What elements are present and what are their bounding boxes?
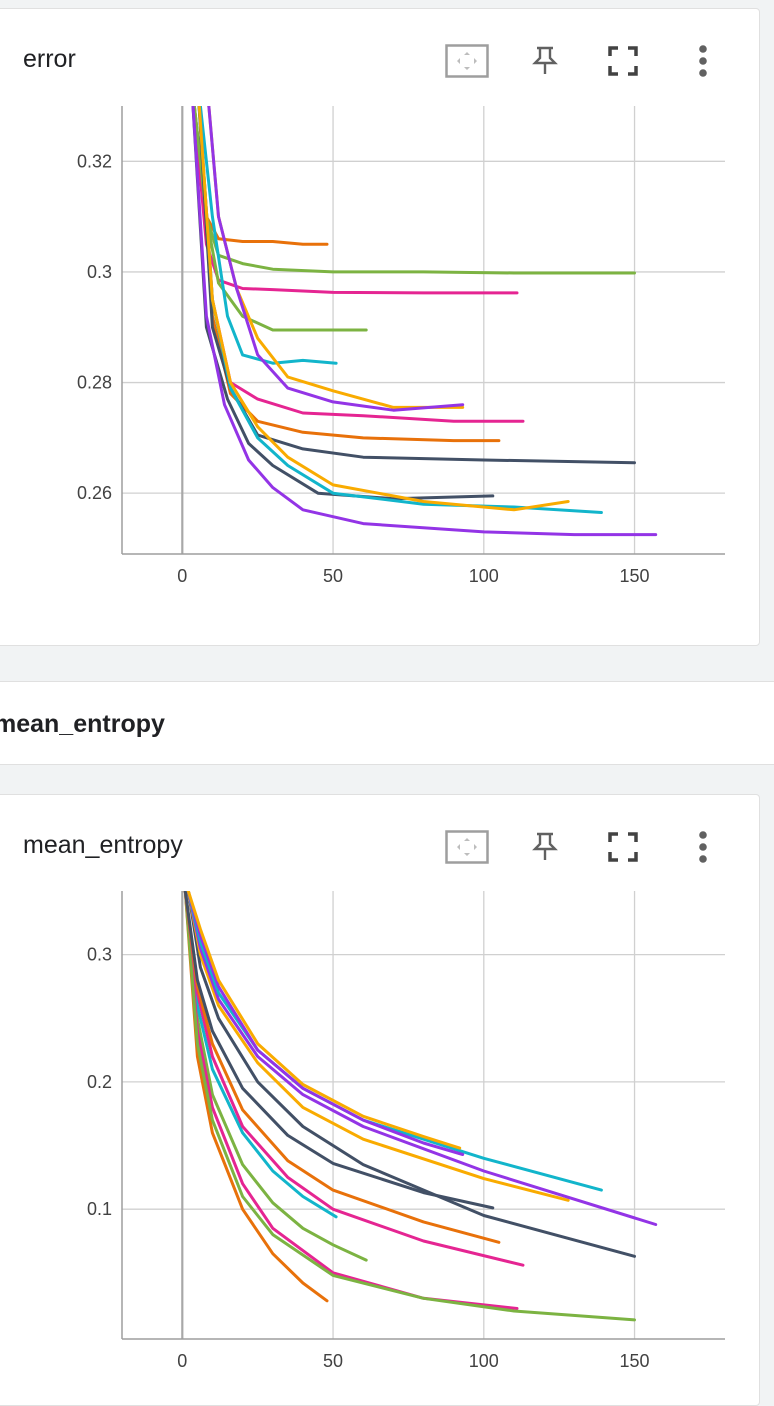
x-tick-label: 150 — [620, 566, 650, 586]
chart-toolbar — [445, 39, 745, 83]
series-line-4 — [183, 891, 636, 1322]
series-line-12 — [186, 891, 465, 1156]
series-line-2 — [192, 106, 519, 295]
y-tick-label: 0.1 — [87, 1199, 112, 1219]
series-line-0 — [183, 891, 329, 1303]
series-line-3 — [183, 891, 519, 1310]
chart-card-mean-entropy: mean_entropy 0.1 0.2 0.3 0 50 100 150 — [0, 794, 760, 1406]
series-line-11 — [197, 106, 603, 514]
series-line-8 — [197, 106, 501, 443]
fullscreen-icon — [608, 46, 638, 76]
chart-title: error — [23, 45, 76, 73]
more-options-button[interactable] — [681, 825, 725, 869]
series-line-9 — [197, 106, 636, 465]
series-line-6 — [183, 891, 501, 1244]
y-tick-label: 0.2 — [87, 1072, 112, 1092]
fit-domain-button[interactable] — [445, 39, 489, 83]
series-line-7 — [197, 106, 525, 423]
series-line-5 — [183, 891, 525, 1267]
series-line-2 — [183, 891, 338, 1219]
error-chart: 0.26 0.28 0.3 0.32 0 50 100 150 — [77, 106, 725, 586]
pin-button[interactable] — [523, 825, 567, 869]
y-tick-label: 0.3 — [87, 262, 112, 282]
chart-toolbar — [445, 825, 745, 869]
series-line-4 — [198, 106, 338, 365]
series-line-10 — [186, 891, 658, 1226]
x-tick-label: 50 — [323, 566, 343, 586]
series-line-6 — [207, 106, 465, 412]
x-tick-label: 100 — [469, 566, 499, 586]
fit-domain-icon — [445, 44, 489, 78]
series-line-1 — [183, 891, 368, 1262]
y-tick-label: 0.3 — [87, 945, 112, 965]
chart-title: mean_entropy — [23, 831, 183, 859]
series-group — [191, 106, 658, 537]
series-line-13 — [186, 891, 462, 1150]
series-line-12 — [197, 106, 570, 512]
pin-icon — [532, 832, 558, 860]
x-tick-label: 0 — [177, 566, 187, 586]
chart-card-error: error 0.26 0.28 0.3 0.32 0 50 100 150 — [0, 8, 760, 646]
x-tick-label: 50 — [323, 1351, 343, 1371]
x-tick-label: 150 — [620, 1351, 650, 1371]
fullscreen-button[interactable] — [601, 39, 645, 83]
more-vert-icon — [699, 45, 707, 77]
more-options-button[interactable] — [681, 39, 725, 83]
fullscreen-icon — [608, 832, 638, 862]
series-group — [183, 891, 658, 1322]
section-header: mean_entropy — [0, 681, 774, 765]
pin-button[interactable] — [523, 39, 567, 83]
pin-icon — [532, 46, 558, 74]
series-line-8 — [186, 891, 636, 1258]
y-tick-label: 0.26 — [77, 483, 112, 503]
gridlines — [122, 891, 725, 1339]
fit-domain-button[interactable] — [445, 825, 489, 869]
series-line-7 — [183, 891, 495, 1210]
fullscreen-button[interactable] — [601, 825, 645, 869]
series-line-9 — [186, 891, 570, 1202]
series-line-1 — [192, 106, 636, 275]
y-tick-label: 0.28 — [77, 373, 112, 393]
more-vert-icon — [699, 831, 707, 863]
mean-entropy-chart: 0.1 0.2 0.3 0 50 100 150 — [87, 891, 725, 1371]
x-tick-label: 0 — [177, 1351, 187, 1371]
y-tick-label: 0.32 — [77, 151, 112, 171]
fit-domain-icon — [445, 830, 489, 864]
x-tick-label: 100 — [469, 1351, 499, 1371]
section-title: mean_entropy — [0, 710, 165, 738]
series-line-13 — [191, 106, 658, 537]
